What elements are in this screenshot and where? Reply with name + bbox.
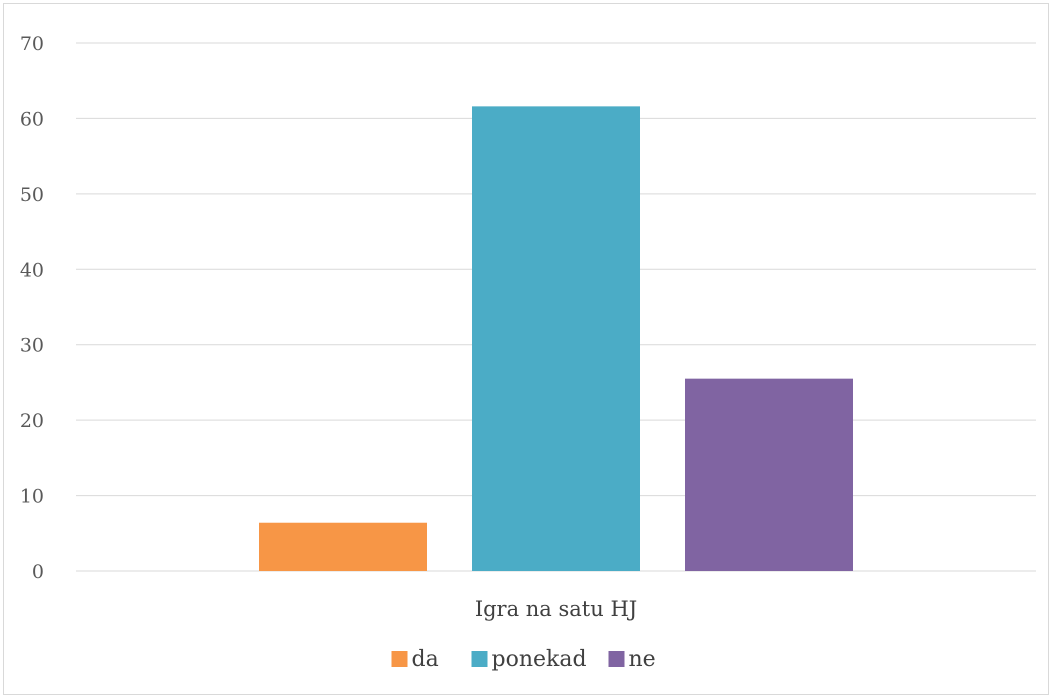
legend-swatch-ne [608,651,625,667]
y-tick-label-50: 50 [20,184,44,206]
y-tick-label-0: 0 [32,561,44,583]
bar-ne [685,378,853,571]
legend-label-da: da [412,647,439,672]
y-tick-label-60: 60 [20,108,44,130]
x-axis-labels: Igra na satu HJ [475,597,637,621]
category-label: Igra na satu HJ [475,597,637,621]
legend-swatch-ponekad [471,651,488,667]
y-tick-label-10: 10 [20,486,44,508]
y-tick-label-20: 20 [20,410,44,432]
y-axis-ticks: 0 10 20 30 40 50 60 70 [20,33,44,583]
bars [259,106,853,572]
legend: da ponekad ne [391,647,656,672]
legend-label-ponekad: ponekad [492,647,587,672]
legend-swatch-da [391,651,408,667]
bar-da [259,522,427,571]
bar-ponekad [472,106,640,572]
y-tick-label-70: 70 [20,33,44,55]
y-tick-label-30: 30 [20,335,44,357]
legend-label-ne: ne [629,647,656,672]
y-tick-label-40: 40 [20,259,44,281]
